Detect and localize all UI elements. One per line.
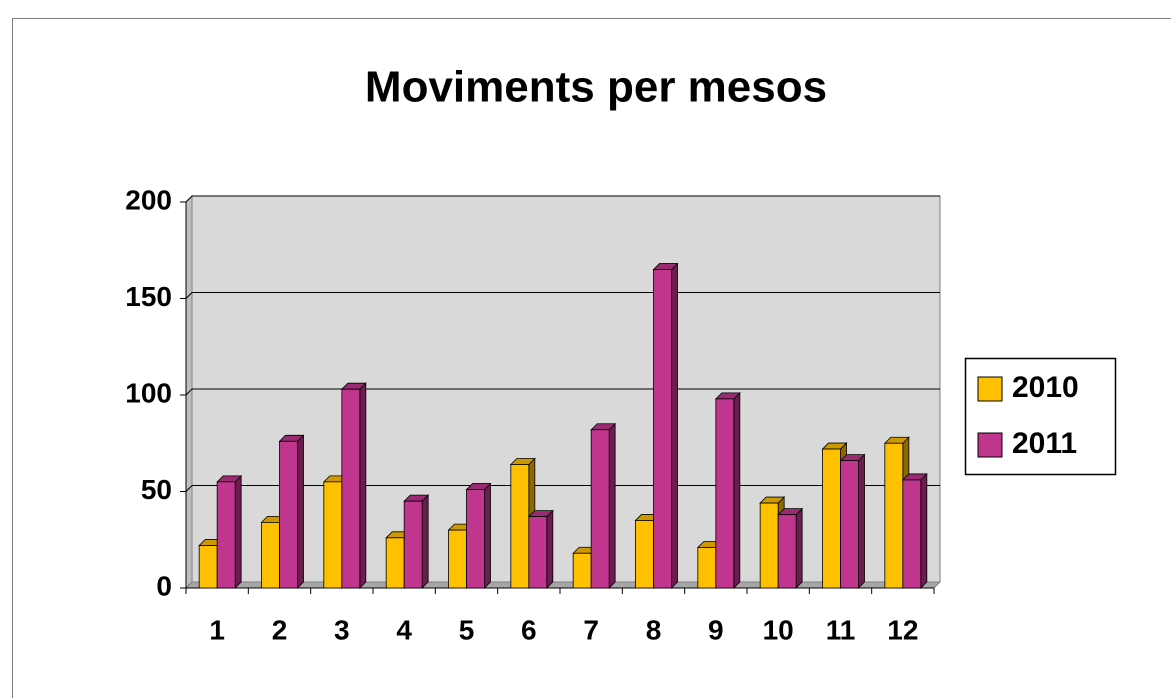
bar: [759, 502, 779, 589]
x-tick-label: 4: [396, 614, 412, 645]
bar-side: [421, 494, 429, 589]
bar: [323, 481, 343, 589]
x-tick-label: 11: [826, 614, 856, 645]
bar: [261, 521, 280, 589]
bar-side: [733, 391, 741, 589]
x-tick-label: 3: [334, 614, 350, 645]
bar-side: [359, 382, 367, 589]
y-tick-label: 150: [125, 281, 172, 312]
legend-label: 2010: [1012, 371, 1079, 404]
grid-line: [185, 292, 940, 299]
bar: [590, 429, 610, 589]
bar: [822, 448, 841, 589]
grid-line: [185, 388, 940, 396]
bar-side: [297, 434, 304, 589]
bar: [777, 514, 797, 589]
x-tick-label: 8: [646, 614, 662, 645]
bar: [403, 500, 423, 589]
x-tick-label: 2: [272, 614, 288, 645]
grid-line: [185, 195, 940, 203]
bar: [884, 442, 904, 589]
bar-side: [671, 262, 678, 589]
bar: [653, 269, 672, 589]
legend-swatch: [977, 376, 1003, 402]
y-tick-label: 0: [156, 570, 172, 601]
legend-swatch: [977, 432, 1003, 458]
x-tick-label: 6: [521, 614, 537, 645]
bar: [341, 388, 361, 589]
bar: [528, 516, 548, 589]
x-tick-label: 12: [887, 614, 918, 645]
bar: [198, 545, 218, 589]
bar-side: [484, 482, 491, 589]
bar-side: [795, 507, 803, 589]
bar-side: [546, 509, 554, 589]
bar-side: [920, 472, 928, 589]
bar: [385, 537, 405, 589]
bar: [572, 552, 592, 589]
bar: [279, 440, 298, 589]
bar: [466, 489, 485, 589]
y-tick-label: 200: [125, 184, 172, 215]
y-tick-label: 100: [125, 377, 172, 408]
bar: [510, 464, 530, 589]
bar: [216, 481, 236, 589]
grid-line: [185, 485, 940, 492]
bar: [697, 547, 717, 589]
bar: [840, 460, 859, 589]
x-tick-label: 7: [583, 614, 599, 645]
bar-side: [234, 474, 242, 589]
bar: [448, 529, 467, 589]
bar-side: [608, 422, 616, 589]
bar: [635, 520, 654, 589]
bar: [902, 479, 922, 589]
legend-label: 2011: [1012, 427, 1077, 460]
bar: [715, 398, 735, 589]
x-tick-label: 10: [763, 614, 794, 645]
x-tick-label: 1: [209, 614, 225, 645]
chart-title: Moviments per mesos: [365, 63, 827, 112]
y-tick-label: 50: [141, 474, 172, 505]
x-tick-label: 9: [708, 614, 724, 645]
bar-side: [858, 453, 865, 589]
x-tick-label: 5: [459, 614, 475, 645]
